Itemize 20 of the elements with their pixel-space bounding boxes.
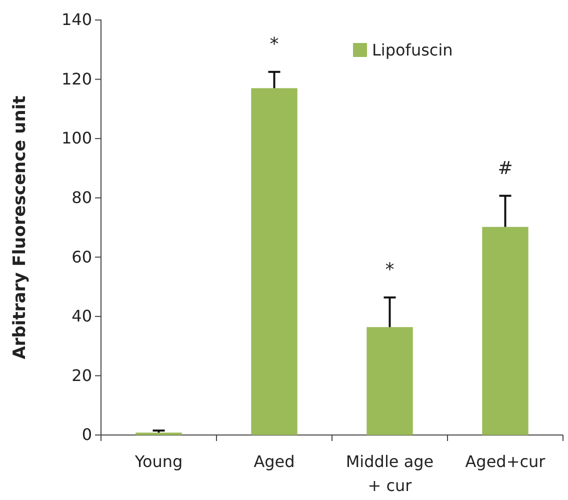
x-tick-label: Young bbox=[134, 452, 183, 471]
y-tick-label: 40 bbox=[72, 306, 92, 326]
y-tick-label: 0 bbox=[82, 425, 92, 444]
bar bbox=[366, 327, 413, 435]
y-tick-label: 140 bbox=[61, 10, 92, 30]
y-tick-label: 120 bbox=[61, 69, 92, 88]
y-tick-label: 80 bbox=[72, 188, 92, 207]
y-tick-label: 100 bbox=[61, 128, 92, 148]
annotation: * bbox=[270, 34, 279, 55]
x-tick-label: Aged bbox=[254, 452, 295, 471]
annotation: * bbox=[385, 259, 394, 280]
legend-label: Lipofuscin bbox=[372, 40, 453, 60]
x-tick-label: Aged+cur bbox=[465, 452, 546, 471]
x-tick-label: Middle age + cur bbox=[346, 452, 434, 495]
y-axis-title: Arbitrary Fluorescence unit bbox=[10, 96, 30, 360]
y-tick-label: 20 bbox=[72, 366, 92, 385]
y-tick-label: 60 bbox=[72, 247, 92, 266]
bar bbox=[482, 226, 528, 435]
annotation: # bbox=[498, 158, 513, 179]
bar bbox=[251, 88, 298, 435]
